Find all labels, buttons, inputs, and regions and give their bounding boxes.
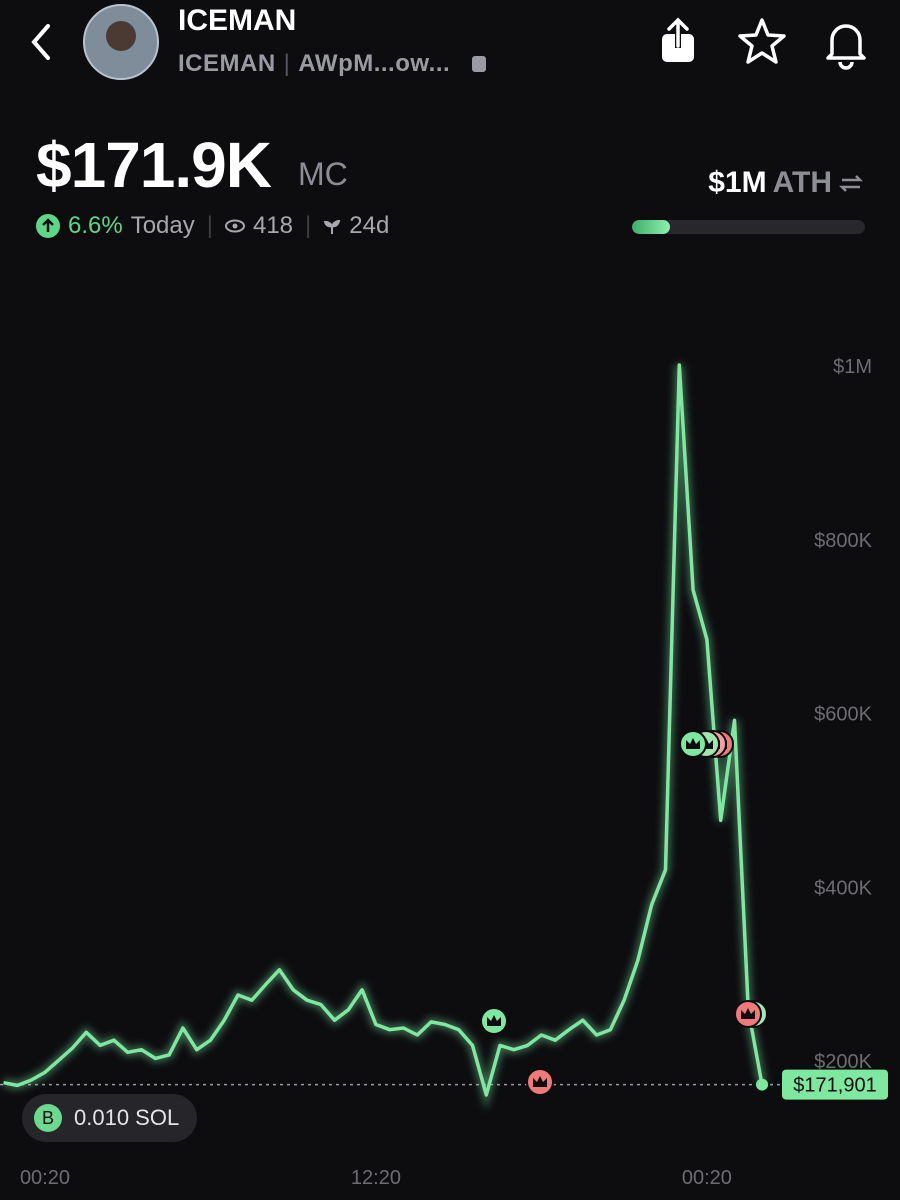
token-info: ICEMAN | AWpM...ow... xyxy=(178,50,451,77)
market-cap-unit: MC xyxy=(298,156,348,192)
change: 6.6% xyxy=(68,212,123,239)
y-tick-label: $200K xyxy=(814,1051,872,1073)
crown-icon xyxy=(741,1008,755,1019)
y-tick-label: $1M xyxy=(833,356,872,378)
ath[interactable]: $1M ATH xyxy=(708,166,864,200)
token-name: ICEMAN xyxy=(178,4,297,37)
y-tick-label: $600K xyxy=(814,704,872,726)
age: 24d xyxy=(349,212,390,239)
trade-marker xyxy=(679,730,707,758)
trade-marker xyxy=(734,1000,762,1028)
last-point xyxy=(756,1078,769,1091)
sprout-icon xyxy=(324,219,341,234)
watchers: 418 xyxy=(252,212,294,239)
change-period: Today xyxy=(130,212,195,239)
position-pill[interactable]: B 0.010 SOL xyxy=(22,1094,198,1142)
copy-icon[interactable] xyxy=(472,56,486,72)
market-cap: $171.9K xyxy=(36,129,272,201)
crown-icon xyxy=(686,738,700,749)
stats-row: 6.6% Today | 418 | 24d xyxy=(36,212,389,240)
back-button[interactable] xyxy=(31,24,50,60)
favorite-button[interactable] xyxy=(738,18,786,64)
ath-label: ATH xyxy=(772,166,832,199)
ath-progress-fill xyxy=(632,220,670,234)
price-line xyxy=(3,363,764,1097)
up-icon xyxy=(36,214,60,238)
position-badge: B xyxy=(34,1104,62,1132)
ath-value: $1M xyxy=(708,166,767,199)
ticker: ICEMAN xyxy=(178,50,276,77)
x-tick-label: 00:20 xyxy=(682,1167,732,1189)
header-icons xyxy=(31,4,866,80)
crown-icon xyxy=(533,1076,547,1087)
share-button[interactable] xyxy=(662,15,694,62)
x-tick-label: 00:20 xyxy=(20,1167,70,1189)
current-price-tag: $171,901 xyxy=(782,1069,888,1100)
x-tick-label: 12:20 xyxy=(351,1167,401,1189)
trade-marker xyxy=(480,1007,508,1035)
eye-icon xyxy=(224,219,245,233)
address[interactable]: AWpM...ow... xyxy=(298,50,451,77)
swap-icon xyxy=(838,175,864,192)
price-line-glow xyxy=(2,364,766,1110)
notifications-button[interactable] xyxy=(826,24,866,70)
trade-marker xyxy=(526,1068,554,1096)
price-tag-label: $171,901 xyxy=(793,1075,876,1097)
y-tick-label: $800K xyxy=(814,530,872,552)
avatar-face xyxy=(106,21,136,51)
price-tag-bg xyxy=(782,1069,888,1100)
crown-icon xyxy=(487,1015,501,1026)
ath-progress xyxy=(632,220,865,234)
y-tick-label: $400K xyxy=(814,877,872,899)
position-amount: 0.010 SOL xyxy=(74,1105,180,1130)
